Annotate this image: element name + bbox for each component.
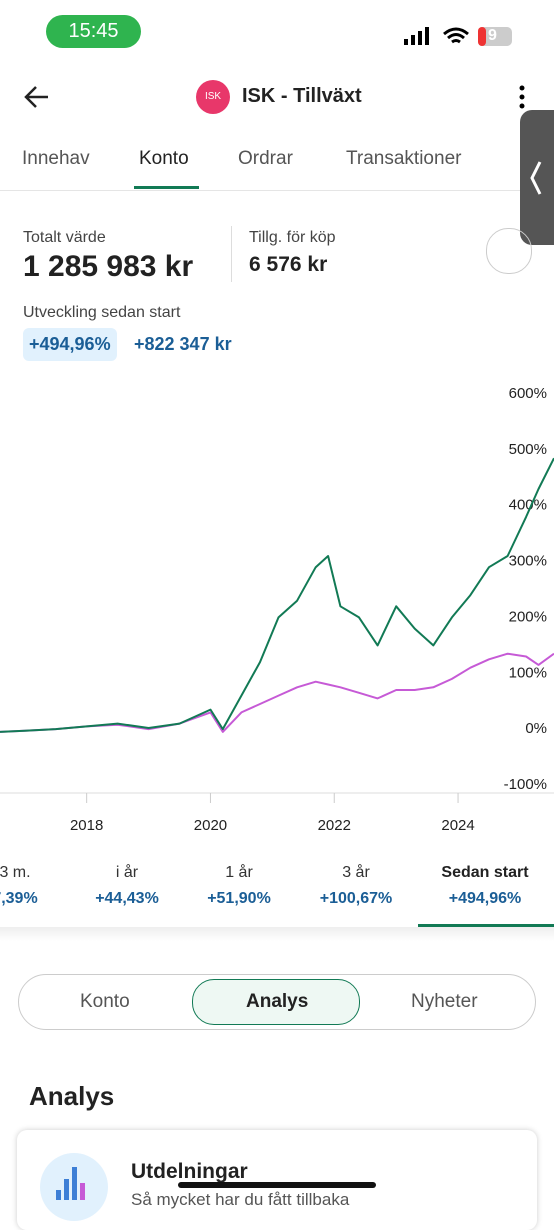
card-icon-bars (56, 1167, 85, 1200)
total-value: 1 285 983 kr (23, 250, 194, 283)
tab[interactable]: Innehav (22, 148, 90, 169)
period[interactable]: 3 år +100,67% (301, 864, 411, 908)
x-tick-label: 2022 (318, 817, 351, 834)
back-button[interactable] (22, 84, 52, 110)
segment[interactable]: Konto (80, 991, 130, 1012)
x-tick-label: 2018 (70, 817, 103, 834)
period-active[interactable]: Sedan start +494,96% (420, 864, 550, 908)
time: 15:45 (68, 20, 119, 42)
tab-indicator (134, 186, 199, 189)
period[interactable]: i år +44,43% (72, 864, 182, 908)
screen: 15:45 9 ISK ISK - Tillväxt Innehav Konto… (0, 15, 554, 1221)
tab[interactable]: Ordrar (238, 148, 293, 169)
side-handle[interactable] (520, 110, 554, 245)
chart: 600% 500% 400% 300% 200% 100% 0% -100% 2018 2020 2… (0, 385, 554, 834)
y-tick-label: 100% (509, 664, 547, 681)
y-tick-label: 300% (509, 553, 547, 570)
card-title: Utdelningar (131, 1160, 248, 1183)
development-amount: +822 347 kr (134, 334, 232, 354)
section-heading: Analys (29, 1081, 115, 1111)
divider (0, 190, 554, 191)
y-tick-label: 400% (509, 497, 547, 514)
series-line (0, 457, 554, 733)
period-indicator (418, 924, 554, 927)
compare-button[interactable] (486, 228, 532, 274)
period[interactable]: 1 år +51,90% (184, 864, 294, 908)
tab-active[interactable]: Konto (139, 148, 189, 169)
period-label: 3 år (342, 864, 370, 881)
period-value: +51,90% (207, 890, 271, 907)
development-label: Utveckling sedan start (23, 304, 181, 321)
period-value: +494,96% (448, 890, 522, 907)
tab[interactable]: Transaktioner (346, 148, 462, 169)
total-label: Totalt värde (23, 229, 106, 246)
period-label: 3 m. (0, 864, 31, 881)
page-title: ISK - Tillväxt (242, 85, 362, 107)
status-icons (404, 27, 512, 46)
development-percent: +494,96% (23, 328, 117, 361)
series-line (0, 652, 554, 733)
y-tick-label: 600% (509, 385, 547, 402)
x-tick-label: 2024 (441, 817, 474, 834)
available-value: 6 576 kr (249, 253, 328, 276)
menu-button[interactable] (516, 84, 528, 110)
segment-control (18, 974, 536, 1030)
segment-active-bg (192, 979, 360, 1025)
period[interactable]: 3 m. 7,39% (0, 864, 70, 908)
y-tick-label: -100% (504, 776, 547, 793)
y-tick-label: 500% (509, 441, 547, 458)
y-tick-label: 200% (509, 608, 547, 625)
available-label: Tillg. för köp (249, 229, 336, 246)
segment[interactable]: Nyheter (411, 991, 478, 1012)
period-label: i år (115, 864, 139, 881)
home-indicator (178, 1182, 376, 1188)
period-label: 1 år (225, 864, 253, 881)
period-value: 7,39% (0, 890, 38, 907)
y-tick-label: 0% (525, 720, 547, 737)
account-logo: ISK (196, 80, 230, 114)
shadow (0, 927, 554, 941)
battery: 9 (488, 27, 497, 44)
x-tick-label: 2020 (194, 817, 227, 834)
period-value: +100,67% (319, 890, 393, 907)
handle-icon (530, 161, 542, 195)
period-value: +44,43% (95, 890, 159, 907)
divider (231, 226, 232, 282)
time-pill (46, 15, 141, 48)
card-subtitle: Så mycket har du fått tillbaka (131, 1190, 350, 1209)
segment-active[interactable]: Analys (246, 991, 309, 1012)
period-label: Sedan start (441, 864, 529, 881)
